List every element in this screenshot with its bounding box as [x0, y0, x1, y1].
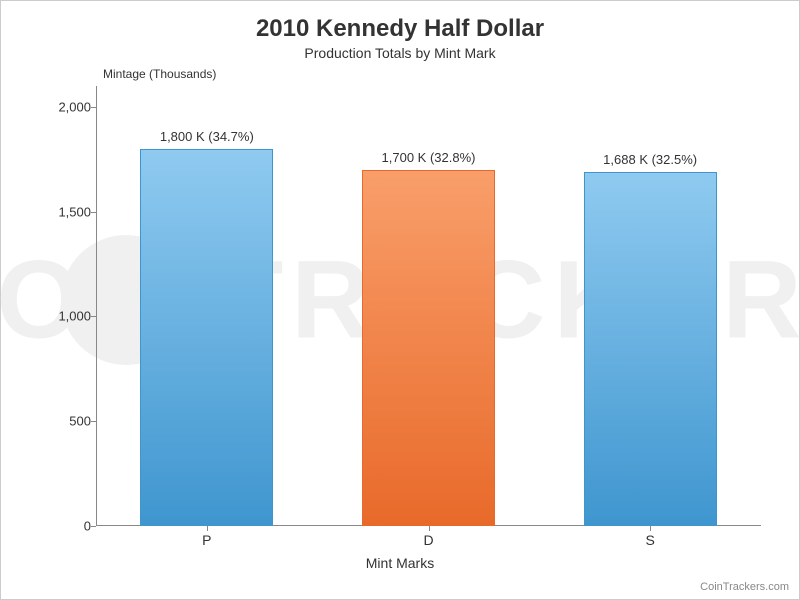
y-tick-label: 1,500: [41, 204, 91, 219]
bar-value-label: 1,800 K (34.7%): [107, 129, 307, 144]
chart-title: 2010 Kennedy Half Dollar: [1, 15, 799, 43]
y-axis-label: Mintage (Thousands): [103, 67, 216, 81]
chart-subtitle: Production Totals by Mint Mark: [1, 45, 799, 61]
y-tick-label: 500: [41, 414, 91, 429]
x-tick-label: D: [423, 532, 433, 548]
x-tick-mark: [650, 526, 651, 531]
bar-d: [362, 170, 495, 526]
y-tick-mark: [91, 316, 96, 317]
bar-s: [584, 172, 717, 526]
attribution-text: CoinTrackers.com: [700, 581, 789, 593]
y-tick-mark: [91, 421, 96, 422]
x-tick-mark: [429, 526, 430, 531]
bar-value-label: 1,688 K (32.5%): [550, 152, 750, 167]
chart-plot-area: 05001,0001,5002,0001,800 K (34.7%)P1,700…: [96, 86, 761, 526]
y-tick-mark: [91, 212, 96, 213]
bar-value-label: 1,700 K (32.8%): [329, 150, 529, 165]
y-tick-mark: [91, 107, 96, 108]
x-axis-label: Mint Marks: [1, 555, 799, 571]
y-tick-label: 0: [41, 519, 91, 534]
y-axis-line: [96, 86, 97, 526]
x-tick-label: P: [202, 532, 211, 548]
bar-p: [140, 149, 273, 526]
y-tick-label: 2,000: [41, 99, 91, 114]
y-tick-mark: [91, 526, 96, 527]
x-tick-mark: [207, 526, 208, 531]
x-tick-label: S: [645, 532, 654, 548]
y-tick-label: 1,000: [41, 309, 91, 324]
